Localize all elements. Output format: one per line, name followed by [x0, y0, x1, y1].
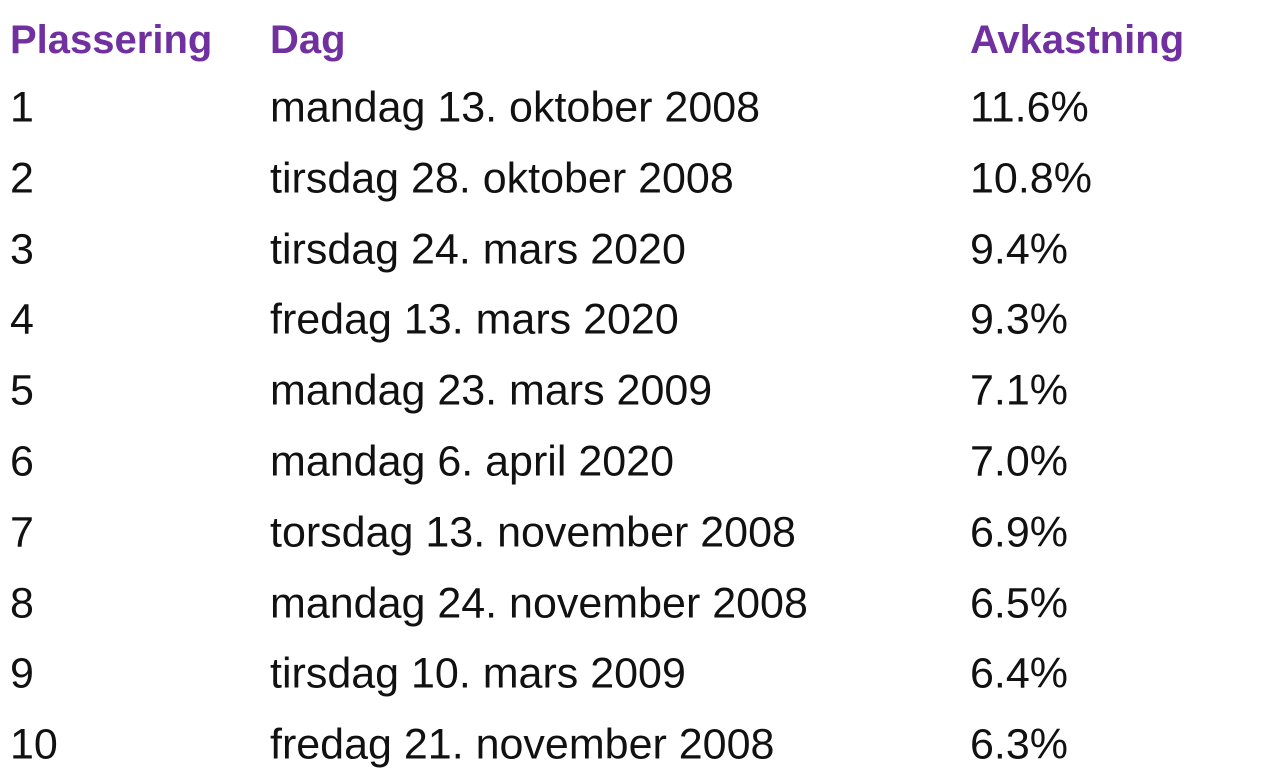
column-header: Avkastning: [970, 18, 1185, 62]
day-cell: tirsdag 24. mars 2020: [270, 225, 686, 274]
day-cell: mandag 23. mars 2009: [270, 366, 713, 415]
rank-cell: 8: [10, 579, 34, 628]
rank-cell: 2: [10, 154, 34, 203]
return-cell: 9.3%: [970, 295, 1069, 344]
rank-cell: 7: [10, 508, 34, 557]
day-cell: fredag 21. november 2008: [270, 720, 775, 769]
day-cell: mandag 13. oktober 2008: [270, 83, 761, 132]
rank-cell: 3: [10, 225, 34, 274]
return-cell: 7.0%: [970, 437, 1069, 486]
day-cell: torsdag 13. november 2008: [270, 508, 796, 557]
rank-cell: 1: [10, 83, 34, 132]
day-cell: mandag 6. april 2020: [270, 437, 675, 486]
rank-cell: 5: [10, 366, 34, 415]
return-cell: 6.5%: [970, 579, 1069, 628]
rank-cell: 9: [10, 649, 34, 698]
return-cell: 6.3%: [970, 720, 1069, 769]
return-cell: 9.4%: [970, 225, 1069, 274]
return-cell: 10.8%: [970, 154, 1092, 203]
return-cell: 6.4%: [970, 649, 1069, 698]
day-cell: mandag 24. november 2008: [270, 579, 808, 628]
day-cell: fredag 13. mars 2020: [270, 295, 679, 344]
rank-cell: 6: [10, 437, 34, 486]
rank-cell: 10: [10, 720, 58, 769]
column-header: Dag: [270, 18, 346, 62]
day-cell: tirsdag 28. oktober 2008: [270, 154, 734, 203]
return-cell: 7.1%: [970, 366, 1069, 415]
return-cell: 11.6%: [970, 83, 1089, 132]
return-cell: 6.9%: [970, 508, 1069, 557]
column-header: Plassering: [10, 18, 213, 62]
day-cell: tirsdag 10. mars 2009: [270, 649, 686, 698]
rank-cell: 4: [10, 295, 34, 344]
